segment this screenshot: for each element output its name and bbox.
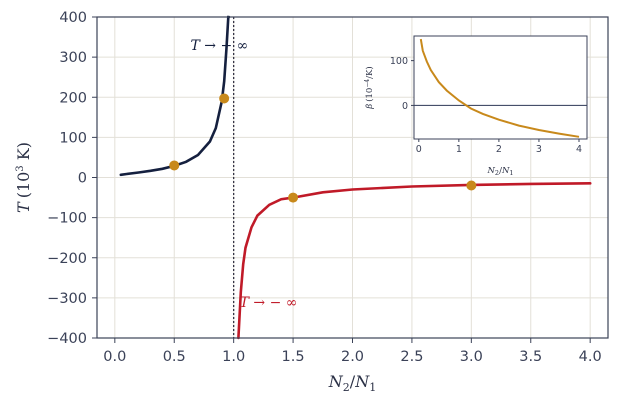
inset-beta-curve [419, 38, 580, 138]
y-tick-label: −400 [47, 331, 87, 347]
annotation-positive-infinity: T → + ∞ [190, 38, 248, 54]
x-tick-label: 3.0 [460, 349, 483, 365]
x-tick-label: 0.0 [103, 349, 126, 365]
x-tick-label: 0.5 [163, 349, 186, 365]
inset-x-tick-label: 0 [416, 144, 422, 155]
inset-x-tick-label: 2 [496, 144, 502, 155]
y-tick-label: −200 [47, 251, 87, 267]
y-tick-label: 200 [59, 90, 87, 106]
y-axis: −400 −300 −200 −100 0 100 200 300 400 [47, 10, 97, 347]
inset-x-tick-label: 4 [576, 144, 582, 155]
y-tick-label: 100 [59, 130, 87, 146]
inset-y-tick-label: 100 [390, 56, 408, 67]
x-axis: 0.0 0.5 1.0 1.5 2.0 2.5 3.0 3.5 4.0 [103, 338, 602, 365]
inset-x-tick-label: 1 [456, 144, 462, 155]
y-tick-label: 300 [59, 50, 87, 66]
markers [169, 93, 477, 203]
inset-background [414, 36, 587, 139]
marker-point [219, 93, 230, 104]
inset-x-tick-label: 3 [536, 144, 542, 155]
inset-y-tick-label: 0 [402, 101, 408, 112]
x-tick-label: 1.0 [222, 349, 245, 365]
x-tick-label: 1.5 [282, 349, 305, 365]
inset-x-axis-label: N2/N1 [486, 166, 513, 177]
x-tick-label: 3.5 [519, 349, 542, 365]
x-tick-label: 2.0 [341, 349, 364, 365]
y-tick-label: −300 [47, 291, 87, 307]
inset-y-axis: 0 100 [390, 56, 414, 112]
inset-y-axis-label: β(10−4/K) [364, 66, 375, 109]
inset-x-axis: 0 1 2 3 4 [416, 139, 582, 155]
marker-point [169, 160, 180, 171]
y-tick-label: 400 [59, 10, 87, 26]
y-tick-label: 0 [78, 171, 87, 187]
y-tick-label: −100 [47, 211, 87, 227]
x-tick-label: 2.5 [400, 349, 423, 365]
negative-temperature-curve [237, 182, 592, 340]
inset-frame [413, 35, 588, 140]
annotation-negative-infinity: T → − ∞ [240, 295, 298, 311]
x-tick-label: 4.0 [579, 349, 602, 365]
marker-point [288, 192, 299, 203]
inset-chart: 0 1 2 3 4 0 100 N2/N1 β(10−4/K) [364, 35, 588, 177]
positive-temperature-curve [119, 15, 231, 177]
y-axis-label: T(103 K) [14, 142, 33, 213]
x-axis-label: N2/N1 [328, 372, 376, 394]
marker-point [466, 180, 477, 191]
